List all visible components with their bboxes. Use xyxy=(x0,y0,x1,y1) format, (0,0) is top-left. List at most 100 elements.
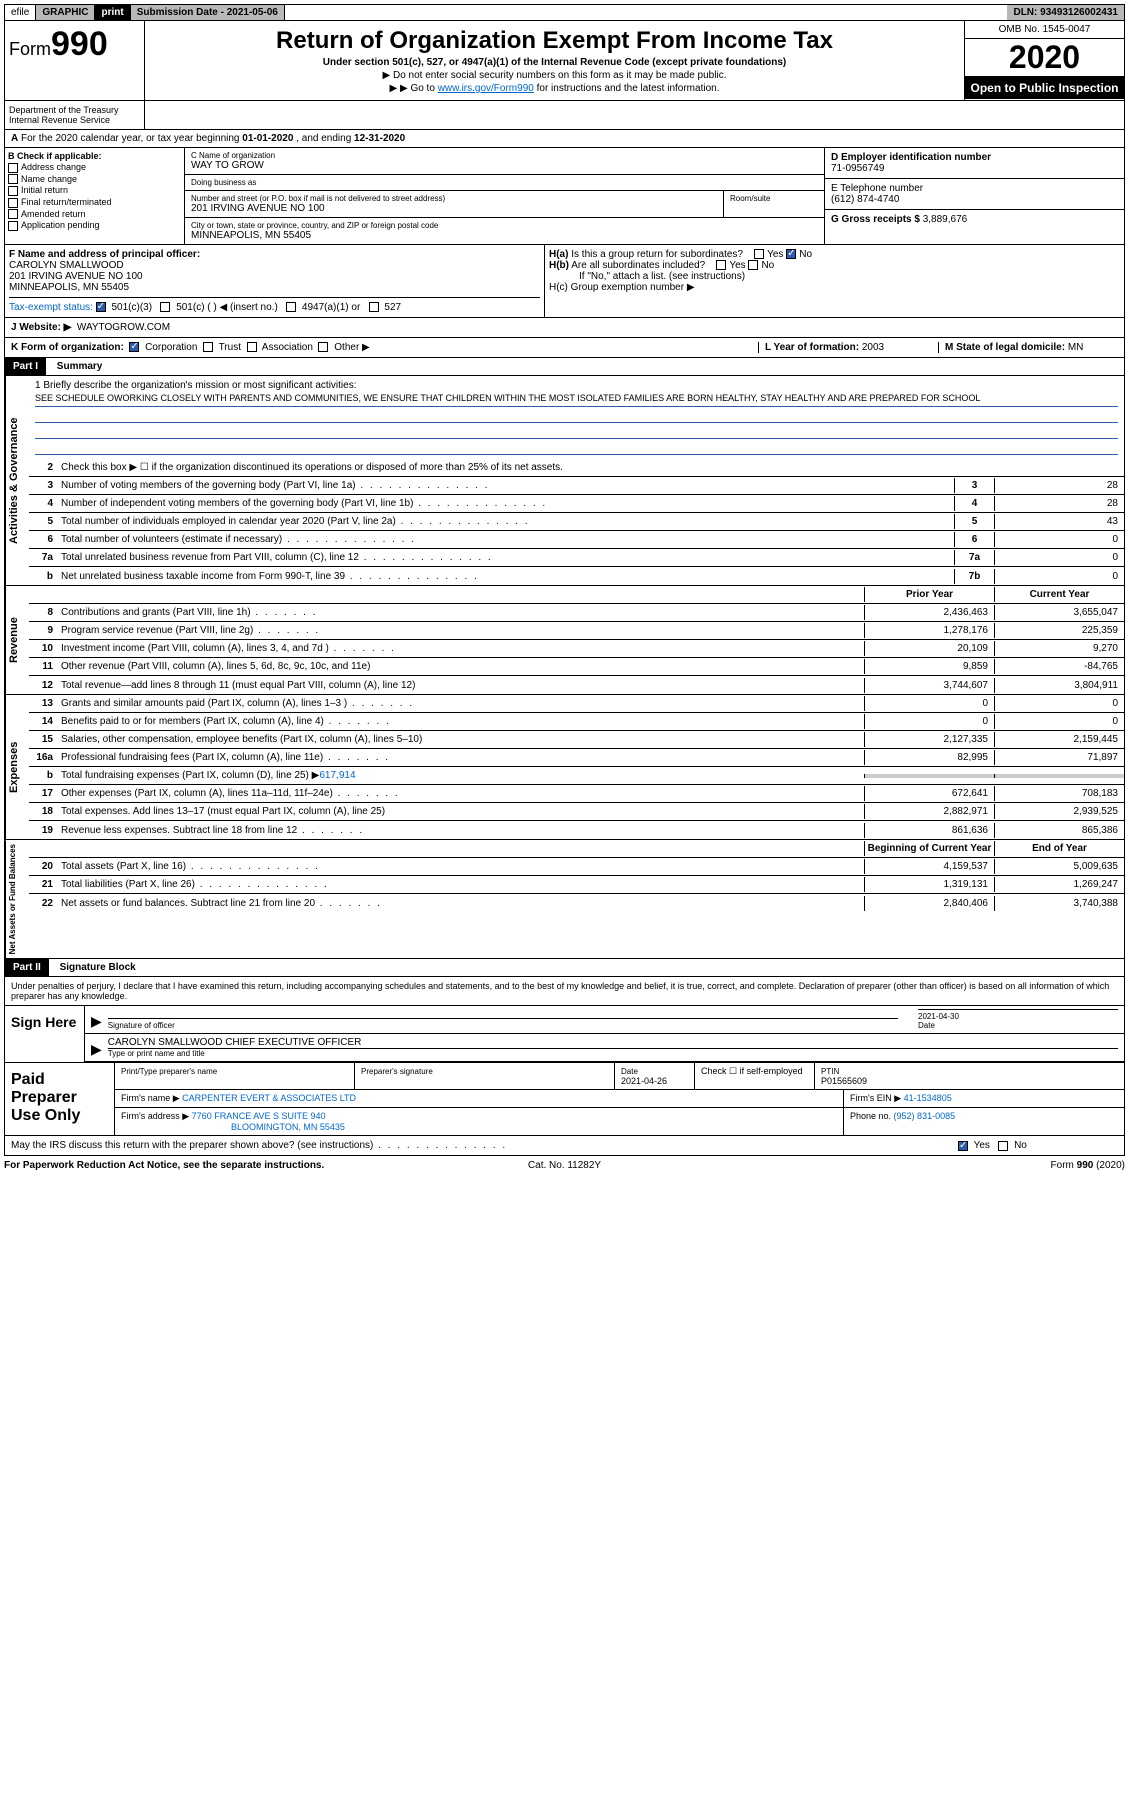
firm-addr: 7760 FRANCE AVE S SUITE 940 xyxy=(192,1111,326,1121)
street-value: 201 IRVING AVENUE NO 100 xyxy=(191,203,717,214)
ha-label: H(a) Is this a group return for subordin… xyxy=(549,249,1120,260)
chk-address-change[interactable]: Address change xyxy=(8,162,181,173)
type-name-label: Type or print name and title xyxy=(108,1048,1118,1058)
side-netassets: Net Assets or Fund Balances xyxy=(5,840,29,958)
gross-value: 3,889,676 xyxy=(923,214,968,225)
line6-text: Total number of volunteers (estimate if … xyxy=(57,532,954,547)
state-domicile: MN xyxy=(1068,342,1084,353)
cat-number: Cat. No. 11282Y xyxy=(378,1160,752,1171)
chk-assoc[interactable] xyxy=(247,342,257,352)
line12-current: 3,804,911 xyxy=(994,678,1124,693)
line21-text: Total liabilities (Part X, line 26) xyxy=(57,877,864,892)
chk-trust[interactable] xyxy=(203,342,213,352)
line18-current: 2,939,525 xyxy=(994,804,1124,819)
hb-label: H(b) Are all subordinates included? Yes … xyxy=(549,260,1120,271)
officer-name: CAROLYN SMALLWOOD xyxy=(9,260,540,271)
officer-addr1: 201 IRVING AVENUE NO 100 xyxy=(9,271,540,282)
line13-current: 0 xyxy=(994,696,1124,711)
line13-prior: 0 xyxy=(864,696,994,711)
tax-status-label: Tax-exempt status: xyxy=(9,302,93,313)
line15-prior: 2,127,335 xyxy=(864,732,994,747)
chk-amended[interactable]: Amended return xyxy=(8,209,181,220)
line9-prior: 1,278,176 xyxy=(864,623,994,638)
line15-text: Salaries, other compensation, employee b… xyxy=(57,732,864,747)
line19-current: 865,386 xyxy=(994,823,1124,838)
side-expenses: Expenses xyxy=(5,695,29,839)
discuss-question: May the IRS discuss this return with the… xyxy=(11,1140,958,1151)
boy-hdr: Beginning of Current Year xyxy=(864,841,994,856)
chk-hb-no[interactable] xyxy=(748,260,758,270)
line7a-text: Total unrelated business revenue from Pa… xyxy=(57,550,954,565)
chk-501c[interactable] xyxy=(160,302,170,312)
part-ii-title: Signature Block xyxy=(52,959,144,976)
line11-current: -84,765 xyxy=(994,659,1124,674)
dln-label: DLN: 93493126002431 xyxy=(1007,5,1124,20)
line10-current: 9,270 xyxy=(994,641,1124,656)
chk-app-pending[interactable]: Application pending xyxy=(8,220,181,231)
goto-note: ▶ Go to www.irs.gov/Form990 for instruct… xyxy=(151,83,958,94)
line14-text: Benefits paid to or for members (Part IX… xyxy=(57,714,864,729)
side-revenue: Revenue xyxy=(5,586,29,694)
chk-other[interactable] xyxy=(318,342,328,352)
line17-prior: 672,641 xyxy=(864,786,994,801)
chk-ha-no[interactable] xyxy=(786,249,796,259)
prior-year-hdr: Prior Year xyxy=(864,587,994,602)
prep-self-emp[interactable]: Check ☐ if self-employed xyxy=(701,1066,803,1076)
part-i-header: Part I xyxy=(5,358,46,375)
chk-discuss-no[interactable] xyxy=(998,1141,1008,1151)
sig-arrow-icon-2: ▶ xyxy=(91,1041,102,1058)
irs-link[interactable]: www.irs.gov/Form990 xyxy=(438,83,534,94)
chk-501c3[interactable] xyxy=(96,302,106,312)
chk-527[interactable] xyxy=(369,302,379,312)
firm-name: CARPENTER EVERT & ASSOCIATES LTD xyxy=(182,1093,356,1103)
sig-arrow-icon: ▶ xyxy=(91,1013,102,1030)
line21-eoy: 1,269,247 xyxy=(994,877,1124,892)
line7b-text: Net unrelated business taxable income fr… xyxy=(57,569,954,584)
ein-value: 71-0956749 xyxy=(831,163,1118,174)
chk-hb-yes[interactable] xyxy=(716,260,726,270)
chk-name-change[interactable]: Name change xyxy=(8,174,181,185)
top-toolbar: efile GRAPHIC print Submission Date - 20… xyxy=(4,4,1125,21)
chk-discuss-yes[interactable] xyxy=(958,1141,968,1151)
year-formation-label: L Year of formation: xyxy=(765,342,862,353)
graphic-button[interactable]: GRAPHIC xyxy=(36,5,95,20)
officer-sig-field[interactable]: Signature of officer xyxy=(108,1018,898,1030)
city-label: City or town, state or province, country… xyxy=(191,221,818,230)
chk-final-return[interactable]: Final return/terminated xyxy=(8,197,181,208)
sign-here-label: Sign Here xyxy=(5,1006,85,1062)
room-suite-label: Room/suite xyxy=(724,191,824,217)
sig-intro: Under penalties of perjury, I declare th… xyxy=(5,977,1124,1006)
line22-eoy: 3,740,388 xyxy=(994,896,1124,911)
omb-number: OMB No. 1545-0047 xyxy=(965,21,1124,39)
line16a-text: Professional fundraising fees (Part IX, … xyxy=(57,750,864,765)
line8-text: Contributions and grants (Part VIII, lin… xyxy=(57,605,864,620)
form-title: Return of Organization Exempt From Incom… xyxy=(151,27,958,55)
form-subtitle: Under section 501(c), 527, or 4947(a)(1)… xyxy=(151,57,958,68)
line20-text: Total assets (Part X, line 16) xyxy=(57,859,864,874)
form-number: Form990 xyxy=(9,25,140,64)
print-button[interactable]: print xyxy=(95,5,130,20)
line22-boy: 2,840,406 xyxy=(864,896,994,911)
line7b-val: 0 xyxy=(994,569,1124,584)
open-public-badge: Open to Public Inspection xyxy=(965,77,1124,99)
line11-text: Other revenue (Part VIII, column (A), li… xyxy=(57,659,864,674)
chk-ha-yes[interactable] xyxy=(754,249,764,259)
hb-note: If "No," attach a list. (see instruction… xyxy=(549,271,1120,282)
ein-label: D Employer identification number xyxy=(831,152,991,163)
org-name-label: C Name of organization xyxy=(191,151,818,160)
phone-label: E Telephone number xyxy=(831,183,1118,194)
line16b-text: Total fundraising expenses (Part IX, col… xyxy=(57,768,864,783)
line15-current: 2,159,445 xyxy=(994,732,1124,747)
line5-val: 43 xyxy=(994,514,1124,529)
paid-preparer-label: Paid Preparer Use Only xyxy=(5,1063,115,1135)
chk-4947[interactable] xyxy=(286,302,296,312)
line9-current: 225,359 xyxy=(994,623,1124,638)
chk-corp[interactable] xyxy=(129,342,139,352)
submission-date: Submission Date - 2021-05-06 xyxy=(131,5,285,20)
gross-label: G Gross receipts $ xyxy=(831,214,923,225)
officer-addr2: MINNEAPOLIS, MN 55405 xyxy=(9,282,540,293)
chk-initial-return[interactable]: Initial return xyxy=(8,185,181,196)
kform-label: K Form of organization: xyxy=(11,342,124,353)
website-value: WAYTOGROW.COM xyxy=(77,322,170,333)
line8-prior: 2,436,463 xyxy=(864,605,994,620)
